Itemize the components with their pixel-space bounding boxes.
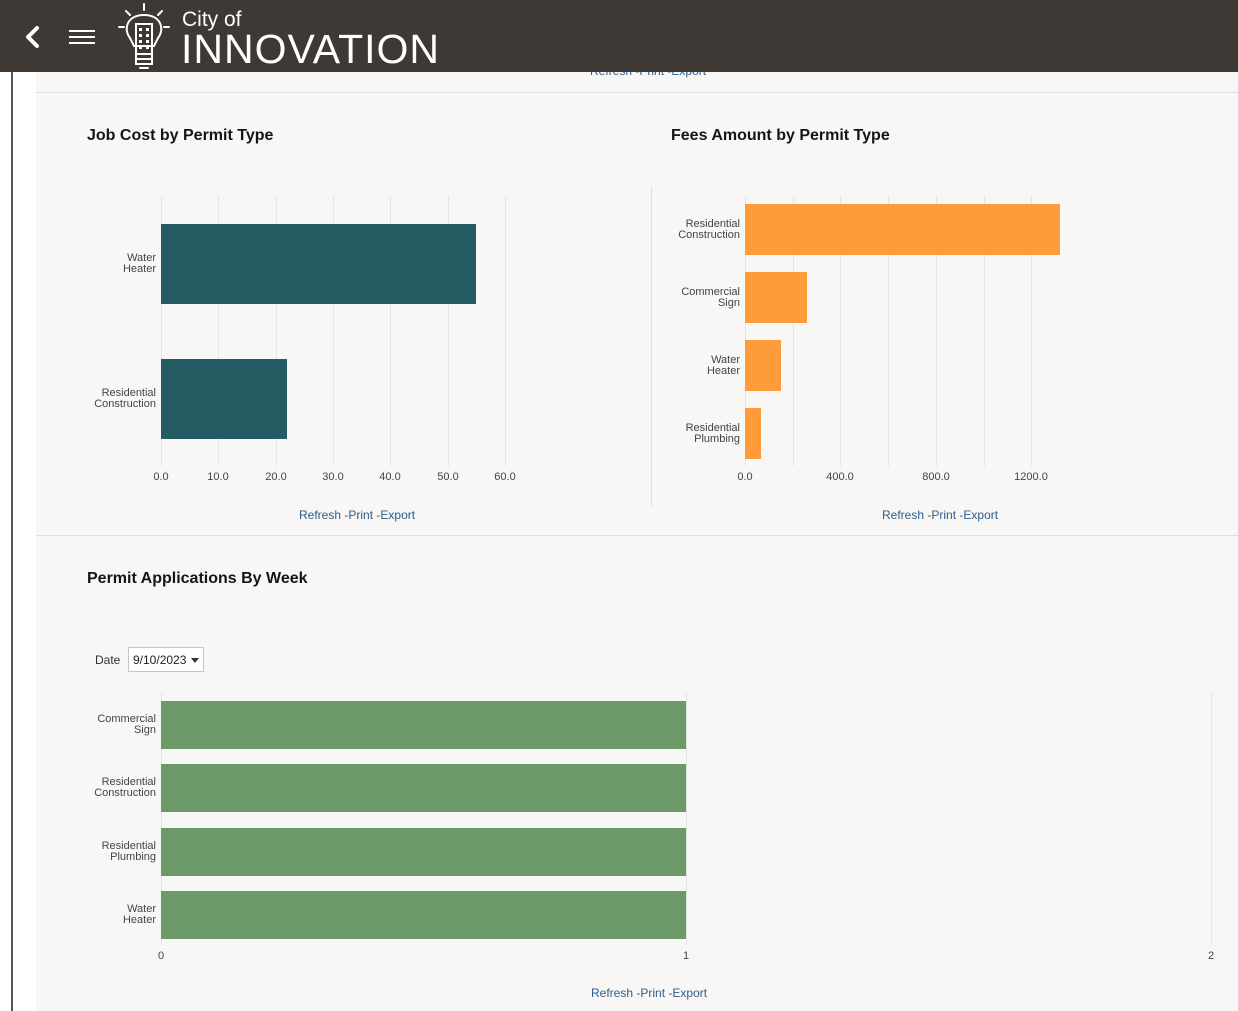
category-label: Water Heater xyxy=(122,252,156,275)
fees-chart-title: Fees Amount by Permit Type xyxy=(671,127,890,144)
date-select[interactable]: 9/10/2023 xyxy=(128,647,204,672)
date-select-value: 9/10/2023 xyxy=(133,653,187,667)
section-divider xyxy=(36,535,1238,536)
link-separator: - xyxy=(344,508,349,522)
brand-city-of: City of xyxy=(182,8,242,31)
link-separator: - xyxy=(376,508,381,522)
category-label: Water Heater xyxy=(706,354,740,377)
bar[interactable] xyxy=(161,224,477,304)
gridline xyxy=(745,196,746,466)
refresh-link[interactable]: Refresh xyxy=(591,986,634,1000)
link-separator: - xyxy=(959,508,964,522)
category-label: Residential Construction xyxy=(94,387,156,410)
gridline xyxy=(505,196,506,466)
chart-column-divider xyxy=(651,186,652,506)
x-tick-label: 1 xyxy=(682,950,690,962)
bar[interactable] xyxy=(161,701,686,749)
category-label: Commercial Sign xyxy=(681,286,740,309)
menu-button[interactable] xyxy=(68,26,96,48)
job-cost-chart-title: Job Cost by Permit Type xyxy=(87,127,274,144)
lightbulb-logo-icon xyxy=(114,2,174,70)
hamburger-menu-icon xyxy=(69,30,95,44)
bar[interactable] xyxy=(745,340,781,391)
back-button[interactable] xyxy=(18,22,48,52)
refresh-link[interactable]: Refresh xyxy=(299,508,342,522)
app-header: City of INNOVATION xyxy=(0,0,1238,72)
category-label: Residential Plumbing xyxy=(101,840,156,863)
x-tick-label: 400.0 xyxy=(826,471,854,483)
category-label: Water Heater xyxy=(122,903,156,926)
x-tick-label: 0.0 xyxy=(737,471,753,483)
bar[interactable] xyxy=(745,408,761,459)
bar[interactable] xyxy=(161,891,686,939)
section-divider xyxy=(36,92,1238,93)
x-tick-label: 40.0 xyxy=(379,471,401,483)
gridline-minor xyxy=(793,196,794,466)
print-link[interactable]: Print xyxy=(348,508,374,522)
fees-chart-links: Refresh -Print -Export xyxy=(882,508,998,522)
brand-innovation: INNOVATION xyxy=(181,26,441,72)
export-link[interactable]: Export xyxy=(380,508,416,522)
job-cost-chart-links: Refresh -Print -Export xyxy=(299,508,415,522)
category-label: Commercial Sign xyxy=(97,713,156,736)
export-link[interactable]: Export xyxy=(672,986,708,1000)
x-tick-label: 1200.0 xyxy=(1014,471,1048,483)
x-tick-label: 20.0 xyxy=(265,471,287,483)
caret-down-icon xyxy=(191,658,199,663)
x-tick-label: 0 xyxy=(157,950,165,962)
gridline-minor xyxy=(888,196,889,466)
refresh-link[interactable]: Refresh xyxy=(882,508,925,522)
gridline xyxy=(161,692,162,945)
weekly-chart-title: Permit Applications By Week xyxy=(87,570,308,587)
category-label: Residential Construction xyxy=(94,776,156,799)
chevron-left-icon xyxy=(26,26,39,48)
weekly-chart-links: Refresh -Print -Export xyxy=(591,986,707,1000)
gridline xyxy=(218,196,219,466)
gridline-minor xyxy=(984,196,985,466)
category-label: Residential Plumbing xyxy=(685,422,740,445)
bar[interactable] xyxy=(745,272,808,323)
gridline xyxy=(686,692,687,945)
print-link[interactable]: Print xyxy=(640,986,666,1000)
x-tick-label: 10.0 xyxy=(207,471,229,483)
gridline xyxy=(1031,196,1032,466)
gridline xyxy=(276,196,277,466)
x-tick-label: 30.0 xyxy=(322,471,344,483)
x-tick-label: 50.0 xyxy=(437,471,459,483)
left-border-rule xyxy=(11,0,13,1011)
x-tick-label: 0.0 xyxy=(153,471,169,483)
gridline xyxy=(161,196,162,466)
link-separator: - xyxy=(668,986,673,1000)
x-tick-label: 60.0 xyxy=(494,471,516,483)
gridline xyxy=(333,196,334,466)
link-separator: - xyxy=(636,986,641,1000)
bar[interactable] xyxy=(745,204,1060,255)
export-link[interactable]: Export xyxy=(963,508,999,522)
bar[interactable] xyxy=(161,828,686,876)
date-filter-label: Date xyxy=(95,653,121,667)
link-separator: - xyxy=(927,508,932,522)
bar[interactable] xyxy=(161,359,288,439)
bar[interactable] xyxy=(161,764,686,812)
category-label: Residential Construction xyxy=(678,218,740,241)
x-tick-label: 800.0 xyxy=(922,471,950,483)
gridline xyxy=(1211,692,1212,945)
print-link[interactable]: Print xyxy=(931,508,957,522)
gridline xyxy=(936,196,937,466)
x-tick-label: 2 xyxy=(1207,950,1215,962)
gridline xyxy=(840,196,841,466)
gridline xyxy=(448,196,449,466)
gridline xyxy=(390,196,391,466)
